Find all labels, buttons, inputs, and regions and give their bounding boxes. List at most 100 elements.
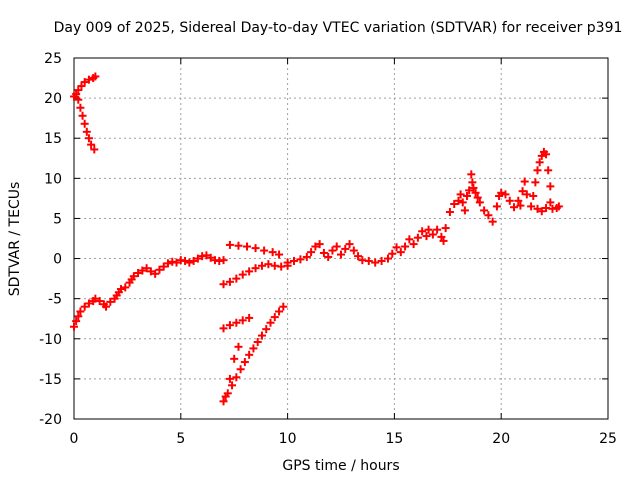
data-point [225,240,234,249]
data-point [275,250,284,259]
data-point [473,193,482,202]
data-point [80,302,89,311]
data-point [82,127,91,136]
data-point [189,256,198,265]
data-point [219,324,228,333]
data-point [514,196,523,205]
data-point [392,243,401,252]
y-axis-label: SDTVAR / TECUs [7,182,23,297]
data-point [467,170,476,179]
data-point [234,241,243,250]
data-point [243,242,252,251]
data-point [418,227,427,236]
x-axis-ticks: 0 5 10 15 20 25 [70,58,617,447]
x-axis-label: GPS time / hours [282,458,399,474]
data-point [554,202,563,211]
data-point [202,251,211,260]
data-point [371,258,380,267]
data-point [249,344,258,353]
data-point [445,208,454,217]
x-tick-label: 5 [176,431,185,447]
data-point [546,198,555,207]
data-point [275,307,284,316]
data-point [95,297,104,306]
data-point [232,274,241,283]
data-point [537,151,546,160]
data-point [163,259,172,268]
data-point [219,280,228,289]
data-point [383,254,392,263]
data-point [240,358,249,367]
data-point [245,267,254,276]
data-point [219,256,228,265]
data-point [260,246,269,255]
data-point [206,253,215,262]
data-point [468,178,477,187]
data-point [413,233,422,242]
data-point [283,258,292,267]
y-axis-ticks: -20 -15 -10 -5 0 5 10 15 20 25 [39,51,608,428]
x-tick-label: 15 [385,431,403,447]
data-point [377,256,386,265]
data-point [76,103,85,112]
y-tick-label: 20 [44,91,62,107]
data-point [516,201,525,210]
data-point [270,313,279,322]
data-point [469,183,478,192]
data-point [456,190,465,199]
data-point [518,187,527,196]
data-point [80,78,89,87]
data-point [405,235,414,244]
data-point [232,318,241,327]
data-point [488,217,497,226]
chart-title: Day 009 of 2025, Sidereal Day-to-day VTE… [54,20,623,36]
data-point [475,198,484,207]
data-point [441,224,450,233]
data-point [106,297,115,306]
data-point [74,86,83,95]
data-point [315,240,324,249]
data-point [454,196,463,205]
data-point [185,258,194,267]
data-point [238,270,247,279]
y-tick-label: -15 [39,372,62,388]
data-point [225,374,234,383]
data-point [72,317,81,326]
data-point [460,206,469,215]
y-tick-label: 10 [44,171,62,187]
data-point [332,242,341,251]
data-point [70,322,78,331]
data-point [296,255,305,264]
data-point [257,261,266,270]
data-point [439,236,448,245]
data-point [268,248,277,257]
data-point [529,191,538,200]
data-point [328,246,337,255]
data-point [181,256,190,265]
y-tick-label: 25 [44,51,62,67]
data-point [471,188,480,197]
data-point [527,202,536,211]
data-point [522,190,531,199]
data-point [129,272,138,281]
data-point [428,230,437,239]
data-point [324,252,333,261]
data-point [437,232,446,241]
data-point [463,191,472,200]
data-point [465,186,474,195]
data-point [450,200,459,209]
data-point [480,206,489,215]
data-point [172,258,181,267]
data-point [251,264,260,273]
data-point [345,240,354,249]
data-point [533,204,542,213]
data-point [542,150,551,159]
data-point [142,264,151,273]
data-point [535,158,544,167]
data-point [311,242,320,251]
data-point [91,72,100,81]
data-point [433,225,442,234]
data-point [80,119,89,128]
data-point [341,244,350,253]
data-point [77,82,86,91]
